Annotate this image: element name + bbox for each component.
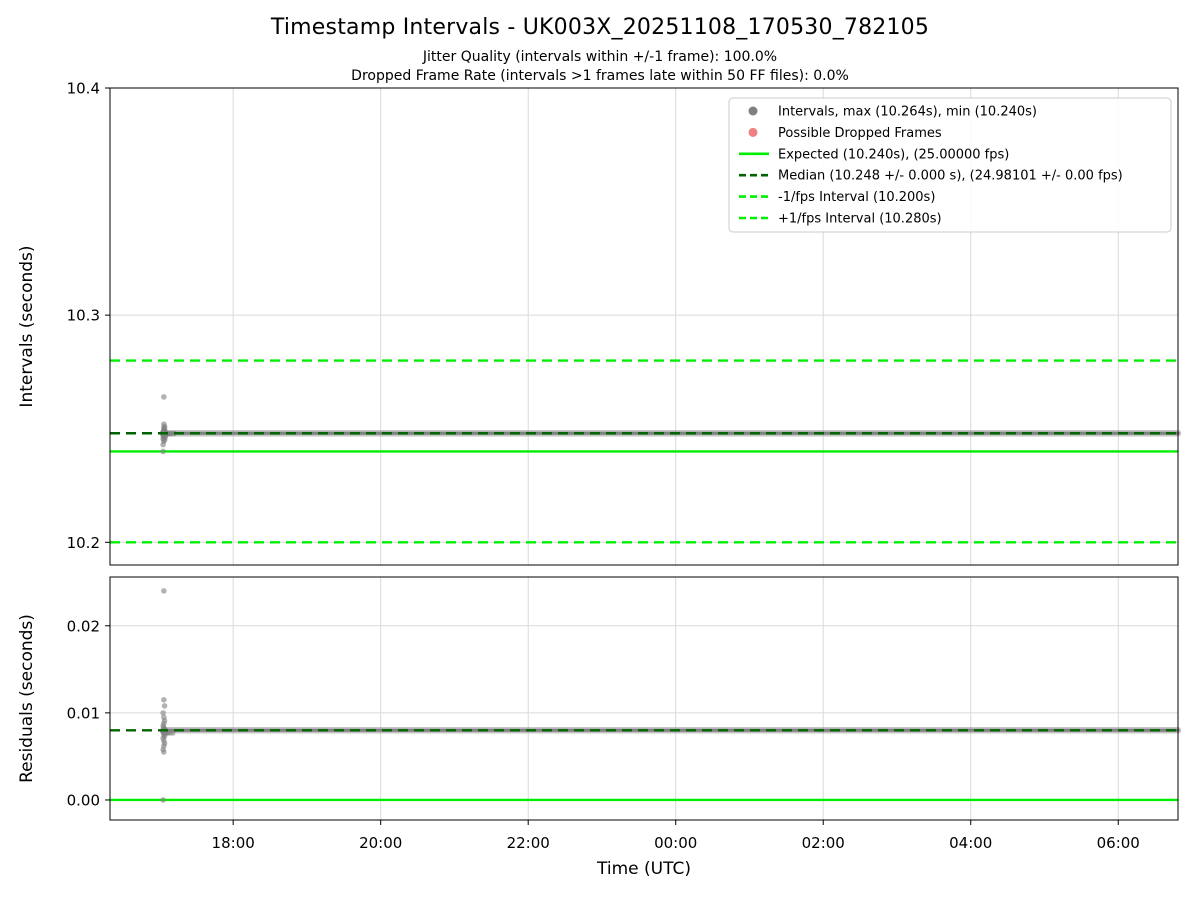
residuals-ylabel: Residuals (seconds)	[17, 614, 37, 783]
y-tick-label: 0.00	[67, 791, 100, 809]
legend-label: Possible Dropped Frames	[778, 126, 942, 141]
dropped-frame-subtitle: Dropped Frame Rate (intervals >1 frames …	[351, 68, 849, 84]
y-tick-label: 0.01	[67, 704, 100, 722]
axes-spine	[109, 87, 1179, 566]
y-tick-label: 10.4	[67, 80, 100, 98]
interval-point	[161, 697, 167, 703]
legend-frame	[728, 97, 1172, 233]
x-tick-label: 04:00	[949, 834, 992, 852]
page-title: Timestamp Intervals - UK003X_20251108_17…	[270, 15, 930, 40]
legend-label: Expected (10.240s), (25.00000 fps)	[778, 147, 1009, 162]
y-tick-label: 10.3	[67, 307, 100, 325]
interval-point	[161, 749, 167, 755]
jitter-quality-subtitle: Jitter Quality (intervals within +/-1 fr…	[422, 49, 778, 65]
legend-marker-dot	[748, 127, 758, 137]
legend-label: Median (10.248 +/- 0.000 s), (24.98101 +…	[778, 169, 1123, 184]
legend-marker-dot	[748, 106, 758, 116]
legend-label: -1/fps Interval (10.200s)	[778, 190, 935, 205]
x-tick-label: 20:00	[359, 834, 402, 852]
interval-point	[161, 703, 168, 709]
x-axis-label: Time (UTC)	[596, 859, 691, 879]
x-tick-label: 18:00	[212, 834, 255, 852]
interval-point	[161, 588, 167, 594]
x-tick-label: 02:00	[802, 834, 845, 852]
interval-point	[161, 421, 167, 427]
x-tick-label: 00:00	[654, 834, 697, 852]
intervals-ylabel: Intervals (seconds)	[17, 245, 37, 407]
y-tick-label: 0.02	[67, 617, 100, 635]
x-tick-label: 06:00	[1097, 834, 1140, 852]
residuals-panel: 0.00 0.01 0.02 Residuals (seconds) 18:00 20:0…	[17, 576, 1182, 879]
interval-point	[160, 448, 166, 455]
axes-spine	[109, 576, 1179, 821]
interval-point	[169, 730, 176, 736]
legend: Intervals, max (10.264s), min (10.240s) P…	[728, 97, 1172, 233]
legend-label: +1/fps Interval (10.280s)	[778, 212, 942, 227]
legend-label: Intervals, max (10.264s), min (10.240s)	[778, 105, 1037, 120]
x-tick-label: 22:00	[507, 834, 550, 852]
interval-point	[160, 710, 166, 716]
interval-point	[160, 797, 166, 803]
interval-point	[161, 394, 167, 400]
y-tick-label: 10.2	[67, 534, 100, 552]
